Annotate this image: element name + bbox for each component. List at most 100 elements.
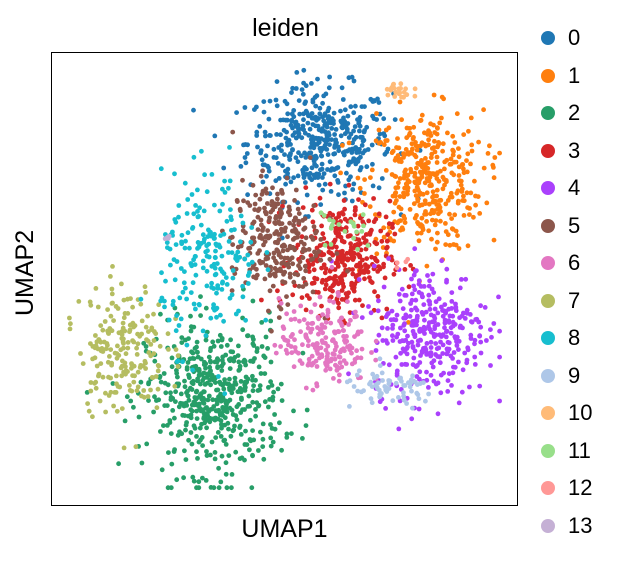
cluster-2-point xyxy=(229,390,235,396)
cluster-0-point xyxy=(365,147,371,152)
cluster-2-point xyxy=(230,349,236,355)
cluster-3-point xyxy=(335,233,341,239)
cluster-4-point xyxy=(385,312,390,317)
cluster-0-point xyxy=(307,126,313,132)
cluster-2-point xyxy=(188,328,194,334)
cluster-7-point xyxy=(86,408,92,414)
cluster-2-point xyxy=(250,373,255,379)
cluster-2-point xyxy=(235,389,241,395)
cluster-1-point xyxy=(381,142,387,148)
cluster-2-point xyxy=(219,453,225,459)
cluster-2-point xyxy=(187,356,193,362)
cluster-5-point xyxy=(254,266,259,272)
cluster-4-point xyxy=(440,351,446,356)
cluster-2-point xyxy=(174,370,180,376)
cluster-1-point xyxy=(399,117,404,123)
cluster-11-point xyxy=(359,229,365,234)
cluster-1-point xyxy=(362,177,367,182)
cluster-0-point xyxy=(191,107,196,113)
cluster-4-point xyxy=(449,383,454,388)
cluster-3-point xyxy=(339,288,345,293)
cluster-1-point xyxy=(461,132,467,137)
cluster-0-point xyxy=(332,132,337,137)
cluster-8-point xyxy=(197,205,203,211)
cluster-2-point xyxy=(243,428,248,434)
cluster-5-point xyxy=(272,231,278,237)
cluster-2-point xyxy=(245,333,251,339)
cluster-2-point xyxy=(165,382,171,388)
cluster-2-point xyxy=(250,452,255,458)
cluster-6-point xyxy=(327,366,333,372)
cluster-7-point xyxy=(109,360,115,366)
cluster-4-point xyxy=(431,314,437,319)
cluster-2-point xyxy=(250,341,256,347)
cluster-11-point xyxy=(365,243,371,248)
cluster-7-point xyxy=(105,342,110,348)
cluster-1-point xyxy=(406,132,412,138)
cluster-4-point xyxy=(380,338,386,343)
cluster-2-point xyxy=(190,350,196,356)
cluster-5-point xyxy=(298,239,304,245)
cluster-8-point xyxy=(178,316,184,322)
cluster-3-point xyxy=(352,297,358,303)
cluster-1-point xyxy=(413,193,419,199)
cluster-8-point xyxy=(226,239,232,244)
cluster-6-point xyxy=(348,317,353,323)
cluster-1-point xyxy=(425,160,431,165)
cluster-0-point xyxy=(357,128,362,134)
cluster-8-point xyxy=(238,213,244,219)
cluster-5-point xyxy=(243,230,248,236)
cluster-0-point xyxy=(323,91,329,97)
cluster-2-point xyxy=(257,383,263,389)
cluster-6-point xyxy=(284,350,290,356)
cluster-2-point xyxy=(207,419,213,425)
cluster-3-point xyxy=(259,297,264,303)
cluster-2-point xyxy=(227,385,232,391)
cluster-1-point xyxy=(443,201,449,207)
cluster-5-point xyxy=(279,189,285,195)
cluster-6-point xyxy=(299,361,305,366)
cluster-8-point xyxy=(200,232,206,238)
cluster-4-point xyxy=(444,329,449,334)
cluster-0-point xyxy=(314,163,319,169)
cluster-1-point xyxy=(393,193,398,199)
cluster-7-points xyxy=(67,264,181,451)
cluster-0-point xyxy=(262,129,268,135)
cluster-0-point xyxy=(255,144,260,150)
cluster-11-point xyxy=(328,225,334,231)
cluster-7-point xyxy=(151,351,157,356)
cluster-2-point xyxy=(213,415,219,421)
cluster-8-point xyxy=(249,259,255,265)
cluster-4-point xyxy=(435,411,441,417)
cluster-8-point xyxy=(164,240,170,246)
cluster-3-point xyxy=(321,252,327,257)
cluster-2-point xyxy=(229,485,234,491)
cluster-9-point xyxy=(368,379,374,385)
legend-label: 8 xyxy=(568,325,581,350)
cluster-2-point xyxy=(188,430,194,435)
cluster-0-point xyxy=(343,122,349,128)
cluster-8-point xyxy=(212,202,217,208)
cluster-0-point xyxy=(303,180,308,185)
cluster-0-point xyxy=(290,85,295,91)
cluster-5-point xyxy=(272,273,278,279)
cluster-5-point xyxy=(246,246,252,251)
cluster-8-point xyxy=(189,263,195,269)
cluster-8-point xyxy=(184,296,190,302)
cluster-0-point xyxy=(353,134,359,140)
cluster-7-point xyxy=(121,445,127,451)
cluster-0-point xyxy=(354,150,360,155)
cluster-7-point xyxy=(139,318,145,324)
cluster-4-point xyxy=(412,287,418,293)
cluster-1-point xyxy=(443,178,449,183)
cluster-0-point xyxy=(265,143,270,149)
cluster-5-point xyxy=(285,261,291,267)
cluster-0-point xyxy=(341,115,346,121)
cluster-0-point xyxy=(288,179,294,185)
cluster-10-point xyxy=(412,86,418,92)
cluster-0-point xyxy=(263,133,268,139)
cluster-3-point xyxy=(311,280,317,286)
cluster-2-point xyxy=(172,415,177,421)
cluster-3-point xyxy=(376,211,382,217)
cluster-5-point xyxy=(277,214,283,220)
